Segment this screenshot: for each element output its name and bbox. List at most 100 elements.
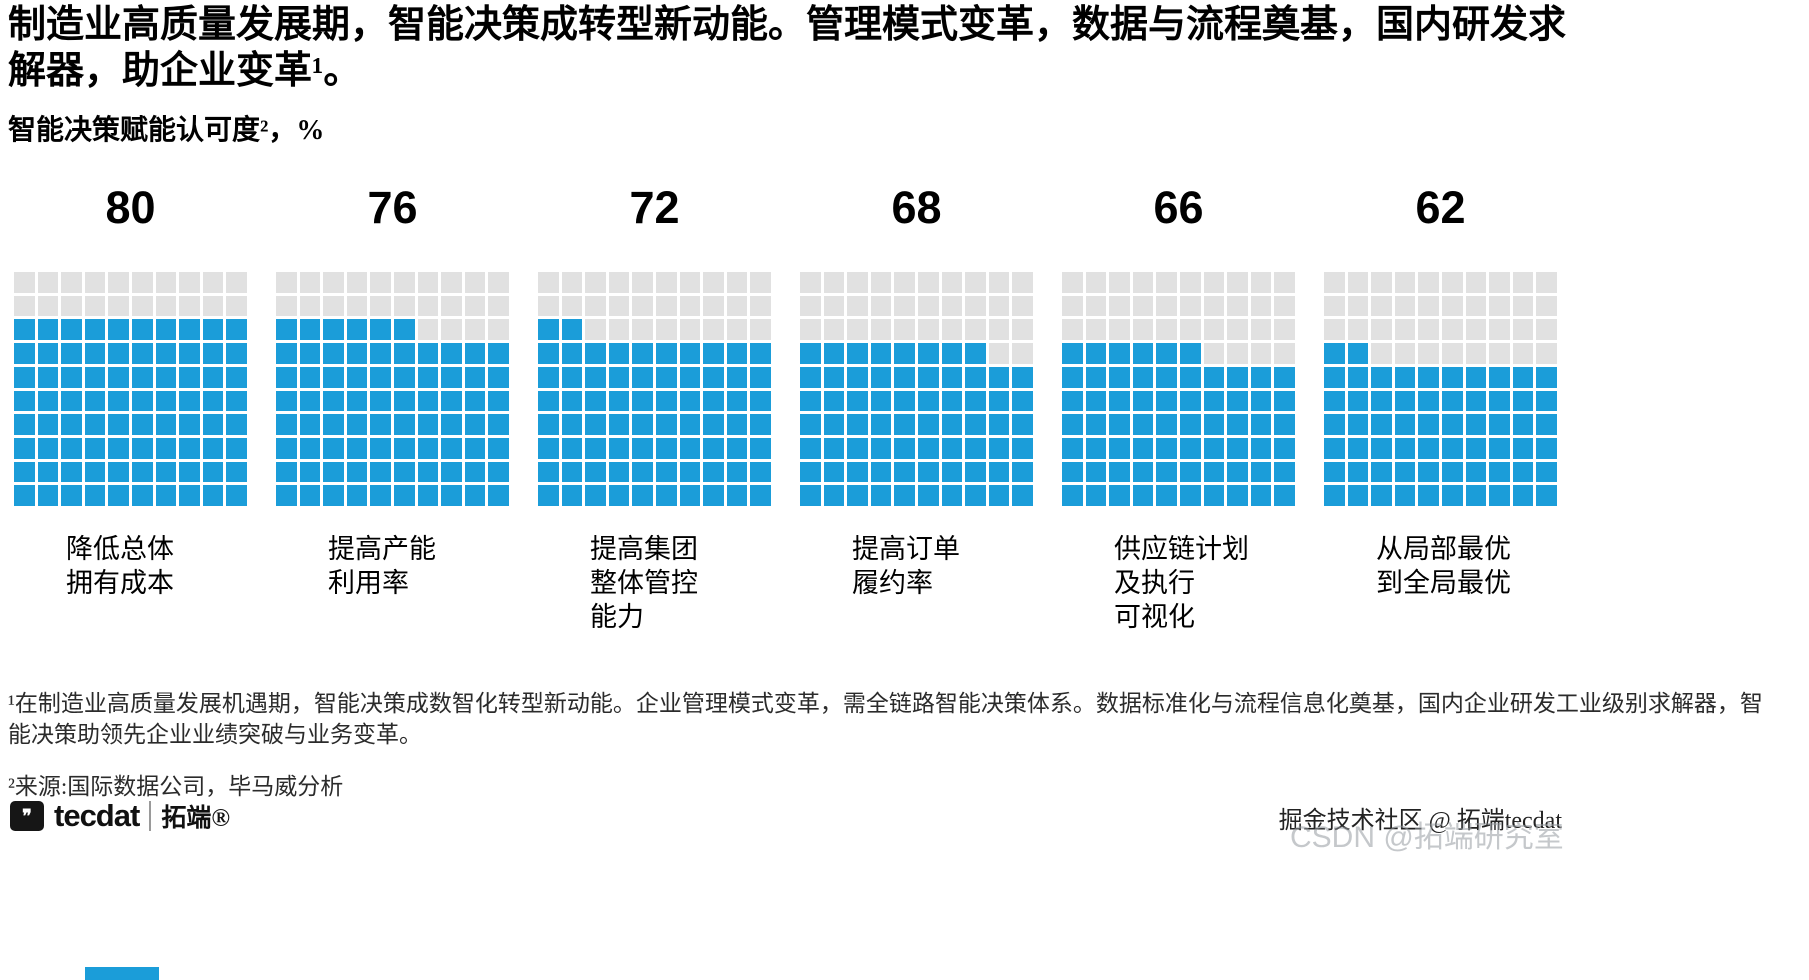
waffle-cell [155,437,177,459]
waffle-cell [703,414,724,435]
waffle-label-line: 可视化 [1114,602,1195,632]
waffle-cell [1085,343,1107,364]
waffle-cell [1203,390,1225,412]
waffle-cell [108,414,129,435]
waffle-cell [918,437,939,459]
waffle-cell [1489,343,1510,364]
waffle-category-label: 提高集团 整体管控 能力 [538,532,771,634]
waffle-cell [847,319,868,341]
waffle-cell [656,343,677,364]
waffle-cell [679,343,701,364]
waffle-cell [988,272,1010,293]
waffle-cell [276,437,297,459]
waffle-cell [870,437,892,459]
waffle-cell [1465,390,1487,412]
waffle-cell [132,272,153,293]
waffle-cell [1347,485,1369,506]
waffle-cell [1324,414,1345,435]
waffle-cell [750,414,771,435]
waffle-cell [464,485,486,506]
waffle-label-line: 到全局最优 [1376,568,1511,598]
waffle-cell [1347,461,1369,483]
waffle-cell [823,343,845,364]
waffle-cell [703,461,724,483]
waffle-cell [726,437,748,459]
waffle-label-line: 降低总体 [66,534,174,564]
waffle-cell [1489,414,1510,435]
waffle-cell [61,461,82,483]
waffle-cell [1132,272,1154,293]
waffle-cell [37,390,59,412]
waffle-value-label: 80 [105,182,156,233]
waffle-cell [632,414,653,435]
waffle-cell [1085,390,1107,412]
waffle-cell [488,437,509,459]
waffle-cell [1132,343,1154,364]
waffle-cell [1062,272,1083,293]
waffle-cell [1347,390,1369,412]
waffle-cell [1536,366,1557,388]
waffle-cell [14,295,35,317]
waffle-cell [1109,319,1130,341]
waffle-cell [276,414,297,435]
waffle-cell [1109,343,1130,364]
waffle-cell [1227,485,1248,506]
waffle-cell [155,414,177,435]
waffle-category-label: 供应链计划 及执行 可视化 [1062,532,1295,634]
waffle-cell [1489,461,1510,483]
waffle-cell [965,343,986,364]
waffle-cell [1442,414,1463,435]
waffle-cell [538,485,559,506]
waffle-cell [870,390,892,412]
waffle-cell [1156,437,1177,459]
waffle-cell [585,343,606,364]
waffle-cell [346,461,368,483]
waffle-cell [1180,319,1201,341]
waffle-cell [632,390,653,412]
waffle-cell [488,461,509,483]
waffle-cell [823,390,845,412]
waffle-cell [1418,366,1439,388]
waffle-cell [800,295,821,317]
waffle-cell [894,437,915,459]
waffle-cell [1012,414,1033,435]
waffle-cell [561,366,583,388]
waffle-cell [800,319,821,341]
waffle-cell [132,390,153,412]
waffle-cell [226,390,247,412]
waffle-cell [1012,295,1033,317]
waffle-cell [632,343,653,364]
waffle-cell [84,485,106,506]
waffle-cell [488,485,509,506]
logo-brand: 拓端® [161,805,230,832]
waffle-cell [1227,414,1248,435]
waffle-cell [538,461,559,483]
waffle-cell [726,272,748,293]
waffle-cell [894,390,915,412]
waffle-cell [823,414,845,435]
waffle-cell [299,319,321,341]
waffle-cell [800,414,821,435]
waffle-cell [1442,390,1463,412]
waffle-cell [1180,485,1201,506]
waffle-cell [1156,366,1177,388]
waffle-cell [417,461,439,483]
waffle-cell [1062,366,1083,388]
waffle-cell [679,390,701,412]
waffle-cell [1250,437,1272,459]
waffle-cell [202,437,224,459]
waffle-cell [323,366,344,388]
waffle-cell [464,461,486,483]
waffle-cell [155,343,177,364]
waffle-cell [1274,272,1295,293]
waffle-cell [965,272,986,293]
waffle-cell [632,295,653,317]
chart-subtitle: 智能决策赋能认可度²，% [8,115,325,146]
waffle-cell [1227,319,1248,341]
waffle-cell [988,295,1010,317]
waffle-cell [1465,366,1487,388]
waffle-cell [941,461,963,483]
waffle-label-line: 提高订单 [852,534,960,564]
waffle-value-label: 76 [367,182,418,233]
waffle-cell [965,461,986,483]
